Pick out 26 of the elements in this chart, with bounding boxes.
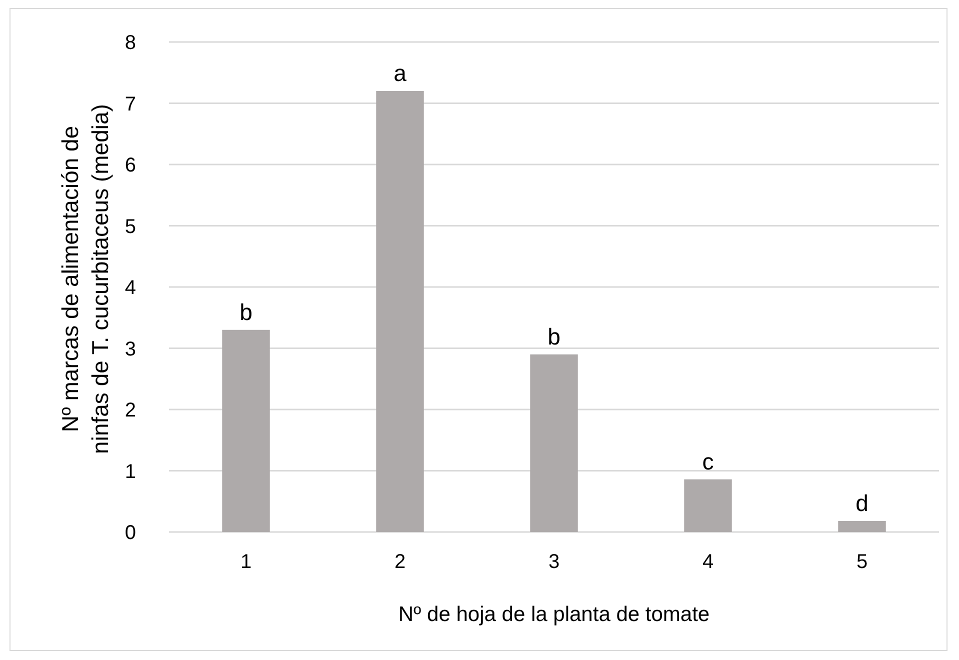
y-tick-label: 6: [124, 154, 136, 176]
annotation: c: [702, 448, 714, 474]
x-tick-label: 2: [394, 551, 406, 573]
y-tick-label: 0: [124, 522, 136, 544]
x-tick-label: 5: [856, 551, 868, 573]
y-tick-label: 3: [124, 338, 136, 360]
y-tick-label: 5: [124, 216, 136, 238]
y-tick-label: 4: [124, 277, 136, 299]
bar: [530, 354, 578, 532]
y-tick-label: 2: [124, 400, 136, 422]
bar: [376, 91, 424, 532]
x-axis-title: Nº de hoja de la planta de tomate: [398, 603, 710, 626]
bar: [838, 520, 886, 532]
bar: [684, 479, 732, 532]
annotation: b: [548, 323, 560, 350]
bar: [222, 330, 270, 532]
y-tick-label: 1: [124, 460, 136, 483]
x-tick-label: 3: [548, 551, 560, 573]
annotation: b: [240, 298, 252, 325]
y-tick-label: 8: [124, 32, 136, 54]
x-tick-label: 1: [240, 551, 252, 573]
y-tick-label: 7: [124, 93, 136, 116]
annotation: d: [856, 490, 868, 516]
x-tick-label: 4: [702, 551, 714, 573]
y-axis-title: Nº marcas de alimentación de ninfas de T. cucurbitaceus (media): [57, 104, 113, 454]
annotation: a: [394, 60, 407, 86]
